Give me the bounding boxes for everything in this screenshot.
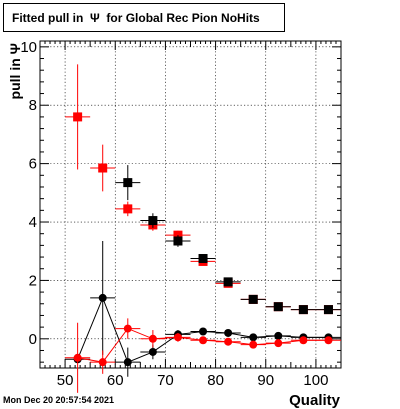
data-point (98, 163, 108, 173)
data-point (223, 277, 233, 287)
data-point (299, 336, 308, 345)
data-point (148, 216, 158, 226)
data-point (248, 294, 258, 304)
axis-tick-labels: 50 60 70 80 90 100 0 2 4 6 8 10 (20, 39, 328, 389)
axis-ticks (39, 41, 342, 368)
data-point (324, 336, 333, 345)
data-point (249, 333, 258, 342)
data-point (199, 327, 208, 336)
y-tick-label: 4 (29, 214, 37, 231)
data-point (173, 333, 182, 342)
data-point (199, 336, 208, 345)
x-tick-label: 60 (107, 372, 124, 389)
series-layer (65, 64, 341, 393)
data-point (148, 347, 157, 356)
x-tick-label: 90 (257, 372, 274, 389)
data-point (148, 334, 157, 343)
timestamp: Mon Dec 20 20:57:54 2021 (3, 395, 115, 405)
data-point (123, 178, 133, 188)
plot-frame (39, 40, 342, 369)
data-point (73, 112, 83, 122)
data-point (73, 353, 82, 362)
data-point (323, 305, 333, 315)
data-point (298, 305, 308, 315)
data-point (274, 339, 283, 348)
data-point (173, 236, 183, 246)
series-1 (115, 165, 341, 315)
y-axis-label: pull in Ψ (7, 43, 23, 99)
chart-title: Fitted pull in Ψ for Global Rec Pion NoH… (12, 11, 260, 25)
x-tick-label: 70 (157, 372, 174, 389)
data-point (98, 293, 107, 302)
data-point (123, 358, 132, 367)
y-tick-label: 10 (20, 39, 37, 56)
x-tick-label: 80 (207, 372, 224, 389)
data-point (224, 337, 233, 346)
y-tick-label: 2 (29, 272, 37, 289)
data-point (123, 324, 132, 333)
y-tick-label: 8 (29, 97, 37, 114)
data-point (273, 302, 283, 312)
data-point (123, 204, 133, 214)
data-point (98, 358, 107, 367)
x-tick-label: 100 (303, 372, 328, 389)
data-point (249, 340, 258, 349)
y-tick-label: 0 (29, 331, 37, 348)
data-point (274, 331, 283, 340)
title-box: Fitted pull in Ψ for Global Rec Pion NoH… (3, 3, 285, 32)
x-axis-label: Quality (289, 392, 341, 409)
data-point (224, 328, 233, 337)
data-point (198, 254, 208, 264)
x-tick-label: 50 (57, 372, 74, 389)
y-tick-label: 6 (29, 156, 37, 173)
series-3 (65, 318, 341, 393)
